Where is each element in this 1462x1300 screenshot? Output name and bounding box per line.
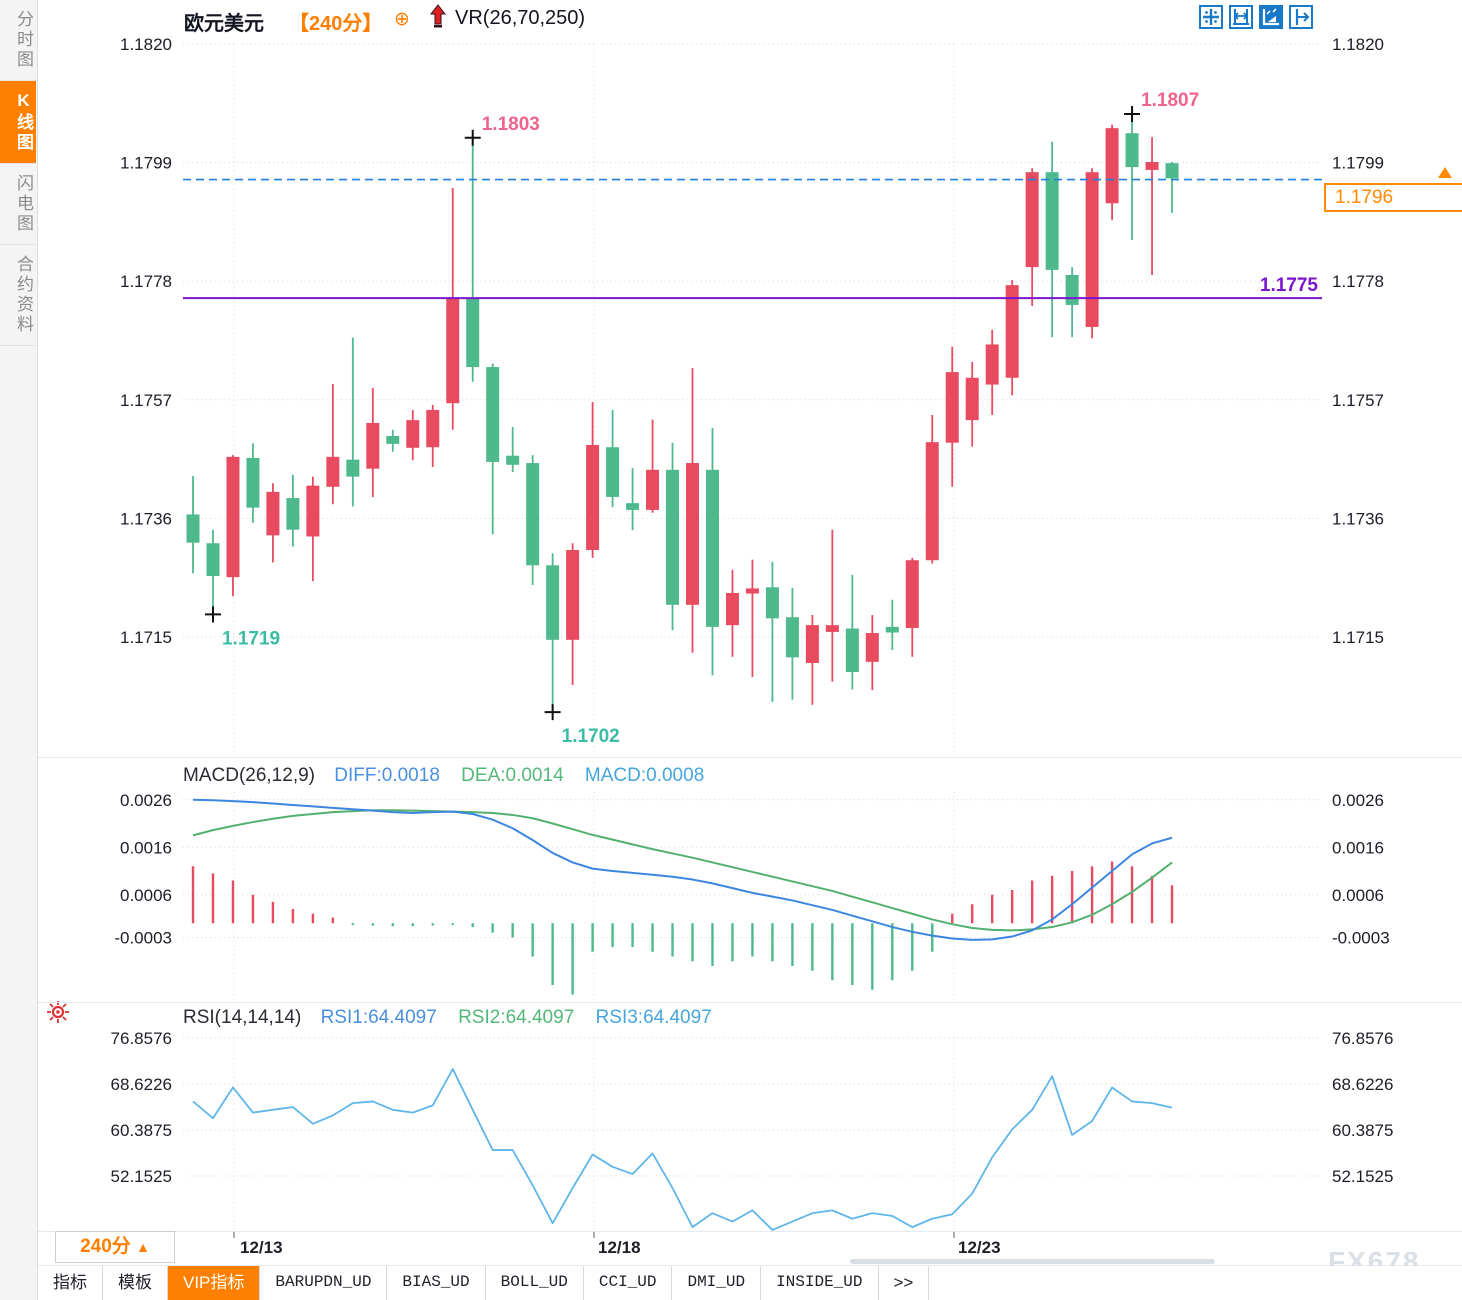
instrument-title: 欧元美元	[184, 13, 264, 35]
svg-text:68.6226: 68.6226	[1332, 1075, 1393, 1094]
add-indicator-icon[interactable]: ⊕	[394, 9, 410, 30]
rsi1-readout: RSI1:64.4097	[320, 1007, 437, 1028]
svg-text:-0.0003: -0.0003	[1332, 929, 1390, 948]
vr-indicator-label: VR(26,70,250)	[455, 7, 586, 29]
panel-separator	[38, 757, 1462, 758]
macd-diff-readout: DIFF:0.0018	[334, 765, 440, 786]
tab-more[interactable]: >>	[879, 1266, 930, 1300]
current-price-tag: 1.1796	[1324, 183, 1462, 212]
tab-indicators[interactable]: 指标	[38, 1266, 103, 1300]
svg-text:0.0026: 0.0026	[1332, 791, 1384, 810]
rsi2-readout: RSI2:64.4097	[458, 1007, 575, 1028]
svg-text:52.1525: 52.1525	[1332, 1167, 1393, 1186]
tab-bias-ud[interactable]: BIAS_UD	[387, 1266, 486, 1300]
svg-text:52.1525: 52.1525	[111, 1167, 172, 1186]
svg-text:0.0006: 0.0006	[120, 886, 172, 905]
svg-text:60.3875: 60.3875	[111, 1121, 172, 1140]
tab-barupdn-ud[interactable]: BARUPDN_UD	[260, 1266, 388, 1300]
svg-text:1.1736: 1.1736	[1332, 509, 1384, 528]
svg-text:1.1799: 1.1799	[120, 154, 172, 173]
up-arrow-icon	[428, 4, 448, 35]
crosshair-icon[interactable]	[1199, 5, 1223, 29]
panel-separator	[38, 1002, 1462, 1003]
svg-text:1.1820: 1.1820	[1332, 35, 1384, 54]
svg-text:1.1715: 1.1715	[1332, 628, 1384, 647]
panel-separator	[38, 1265, 1462, 1266]
svg-text:1.1803: 1.1803	[482, 114, 540, 135]
svg-text:1.1799: 1.1799	[1332, 154, 1384, 173]
pan-right-icon[interactable]	[1289, 5, 1313, 29]
svg-text:1.1820: 1.1820	[120, 35, 172, 54]
svg-text:76.8576: 76.8576	[1332, 1029, 1393, 1048]
svg-text:1.1757: 1.1757	[120, 391, 172, 410]
rsi-header: RSI(14,14,14) RSI1:64.4097 RSI2:64.4097 …	[183, 1007, 712, 1029]
svg-text:-0.0003: -0.0003	[114, 929, 172, 948]
sidebar-item-lightning[interactable]: 闪电图	[0, 164, 36, 245]
auto-scale-icon[interactable]	[1259, 5, 1283, 29]
svg-text:0.0006: 0.0006	[1332, 886, 1384, 905]
x-axis-date-3: 12/23	[958, 1238, 1001, 1257]
price-up-triangle	[1438, 167, 1452, 178]
svg-text:1.1715: 1.1715	[120, 628, 172, 647]
svg-text:1.1778: 1.1778	[1332, 272, 1384, 291]
svg-text:1.1757: 1.1757	[1332, 391, 1384, 410]
svg-text:60.3875: 60.3875	[1332, 1121, 1393, 1140]
timeframe-selector-label: 240分	[80, 1236, 131, 1257]
indicator-tabbar: 指标 模板 VIP指标 BARUPDN_UD BIAS_UD BOLL_UD C…	[38, 1266, 1462, 1300]
rsi3-readout: RSI3:64.4097	[595, 1007, 712, 1028]
tabbar-scrollbar[interactable]	[850, 1259, 1215, 1264]
svg-text:68.6226: 68.6226	[111, 1075, 172, 1094]
chart-canvas: 1.1820 1.1820 1.1799 1.1799 1.1778 1.1778 1.17…	[111, 35, 1393, 1238]
macd-title: MACD(26,12,9)	[183, 765, 315, 786]
sidebar-item-kline[interactable]: K线图	[0, 81, 36, 164]
tab-vip-indicators[interactable]: VIP指标	[168, 1266, 261, 1300]
indicator-settings-icon[interactable]	[45, 999, 71, 1030]
x-axis-date-1: 12/13	[240, 1238, 283, 1257]
timeframe-label: 【240分】	[289, 13, 383, 35]
tab-inside-ud[interactable]: INSIDE_UD	[761, 1266, 879, 1300]
rsi-title: RSI(14,14,14)	[183, 1007, 302, 1028]
triangle-up-icon: ▲	[136, 1239, 150, 1255]
sidebar-item-time-share[interactable]: 分时图	[0, 0, 36, 81]
panel-separator	[38, 1231, 1462, 1232]
macd-header: MACD(26,12,9) DIFF:0.0018 DEA:0.0014 MAC…	[183, 765, 704, 787]
x-axis-date-2: 12/18	[598, 1238, 641, 1257]
tab-templates[interactable]: 模板	[103, 1266, 168, 1300]
macd-macd-readout: MACD:0.0008	[584, 765, 705, 786]
svg-text:1.1702: 1.1702	[562, 726, 620, 747]
tab-boll-ud[interactable]: BOLL_UD	[486, 1266, 584, 1300]
timeframe-selector[interactable]: 240分 ▲	[55, 1231, 175, 1263]
svg-text:0.0026: 0.0026	[120, 791, 172, 810]
sidebar-item-contract-info[interactable]: 合约资料	[0, 245, 36, 346]
fit-horizontal-icon[interactable]	[1229, 5, 1253, 29]
macd-dea-readout: DEA:0.0014	[461, 765, 564, 786]
svg-text:1.1736: 1.1736	[120, 509, 172, 528]
svg-text:76.8576: 76.8576	[111, 1029, 172, 1048]
svg-text:1.1807: 1.1807	[1141, 90, 1199, 111]
svg-text:0.0016: 0.0016	[1332, 838, 1384, 857]
svg-text:0.0016: 0.0016	[120, 838, 172, 857]
svg-text:1.1778: 1.1778	[120, 272, 172, 291]
svg-text:1.1775: 1.1775	[1260, 275, 1319, 296]
tab-cci-ud[interactable]: CCI_UD	[584, 1266, 673, 1300]
sidebar: 分时图 K线图 闪电图 合约资料	[0, 0, 38, 1300]
svg-text:1.1719: 1.1719	[222, 628, 280, 649]
tab-dmi-ud[interactable]: DMI_UD	[672, 1266, 762, 1300]
